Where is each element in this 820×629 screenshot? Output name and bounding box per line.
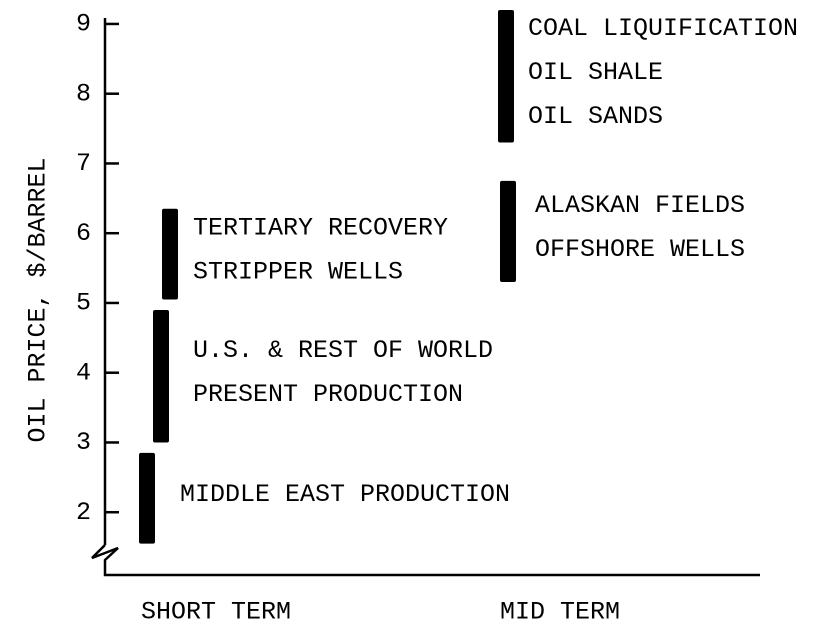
bar-label: TERTIARY RECOVERY [193, 214, 448, 243]
bar-label: PRESENT PRODUCTION [193, 380, 463, 409]
bar-label: ALASKAN FIELDS [535, 191, 745, 220]
range-bar [139, 452, 155, 544]
bar-label: MIDDLE EAST PRODUCTION [180, 480, 510, 509]
range-bar [500, 180, 516, 283]
y-tick-label: 3 [76, 428, 91, 457]
bar-label: OFFSHORE WELLS [535, 235, 745, 264]
y-axis-label: OIL PRICE, $/BARREL [24, 157, 53, 442]
bar-label: OIL SANDS [528, 102, 663, 131]
axis-break [91, 544, 760, 577]
bar-label: STRIPPER WELLS [193, 258, 403, 287]
bar-label: COAL LIQUIFICATION [528, 14, 798, 43]
y-tick-label: 8 [76, 79, 91, 108]
y-tick-label: 5 [76, 289, 91, 318]
y-tick-label: 9 [76, 10, 91, 39]
y-tick-label: 7 [76, 149, 91, 178]
y-tick-label: 2 [76, 498, 91, 527]
bar-label: U.S. & REST OF WORLD [193, 336, 493, 365]
bar-label: OIL SHALE [528, 58, 663, 87]
x-category-label: SHORT TERM [141, 598, 291, 627]
y-tick-label: 4 [76, 358, 91, 387]
range-bar [162, 208, 178, 300]
range-bar [153, 309, 169, 443]
y-tick-label: 6 [76, 219, 91, 248]
x-category-label: MID TERM [500, 598, 620, 627]
range-bar [498, 10, 514, 143]
